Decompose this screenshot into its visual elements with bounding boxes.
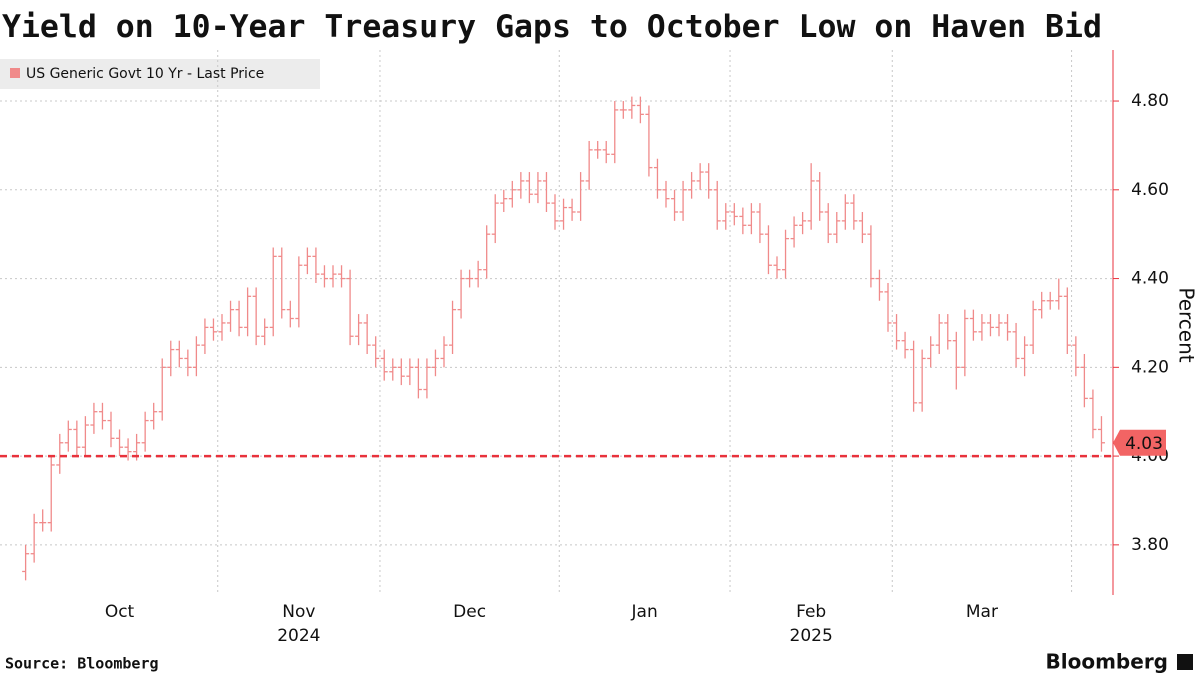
y-tick-label: 4.60: [1131, 180, 1169, 200]
x-tick-label: Jan: [631, 602, 658, 622]
y-tick-label: 4.40: [1131, 269, 1169, 289]
x-year-label: 2024: [277, 626, 320, 646]
last-price-tag: [1113, 429, 1166, 456]
x-tick-label: Oct: [105, 602, 135, 622]
legend-label: US Generic Govt 10 Yr - Last Price: [26, 66, 264, 82]
x-year-label: 2025: [790, 626, 833, 646]
y-tick-label: 4.20: [1131, 357, 1169, 377]
x-tick-label: Mar: [966, 602, 998, 622]
logo-icon: [1177, 654, 1193, 670]
x-tick-label: Nov: [282, 602, 315, 622]
x-tick-label: Feb: [796, 602, 826, 622]
y-tick-label: 3.80: [1131, 535, 1169, 555]
legend-swatch: [10, 68, 20, 78]
y-tick-label: 4.80: [1131, 91, 1169, 111]
y-axis-label: Percent: [1175, 287, 1199, 362]
x-tick-label: Dec: [453, 602, 486, 622]
chart-title: Yield on 10-Year Treasury Gaps to Octobe…: [2, 9, 1102, 45]
source: Source: Bloomberg: [5, 655, 159, 673]
logo: Bloomberg: [1046, 650, 1168, 674]
last-price-label: 4.03: [1125, 434, 1163, 454]
legend-box: [0, 59, 320, 89]
